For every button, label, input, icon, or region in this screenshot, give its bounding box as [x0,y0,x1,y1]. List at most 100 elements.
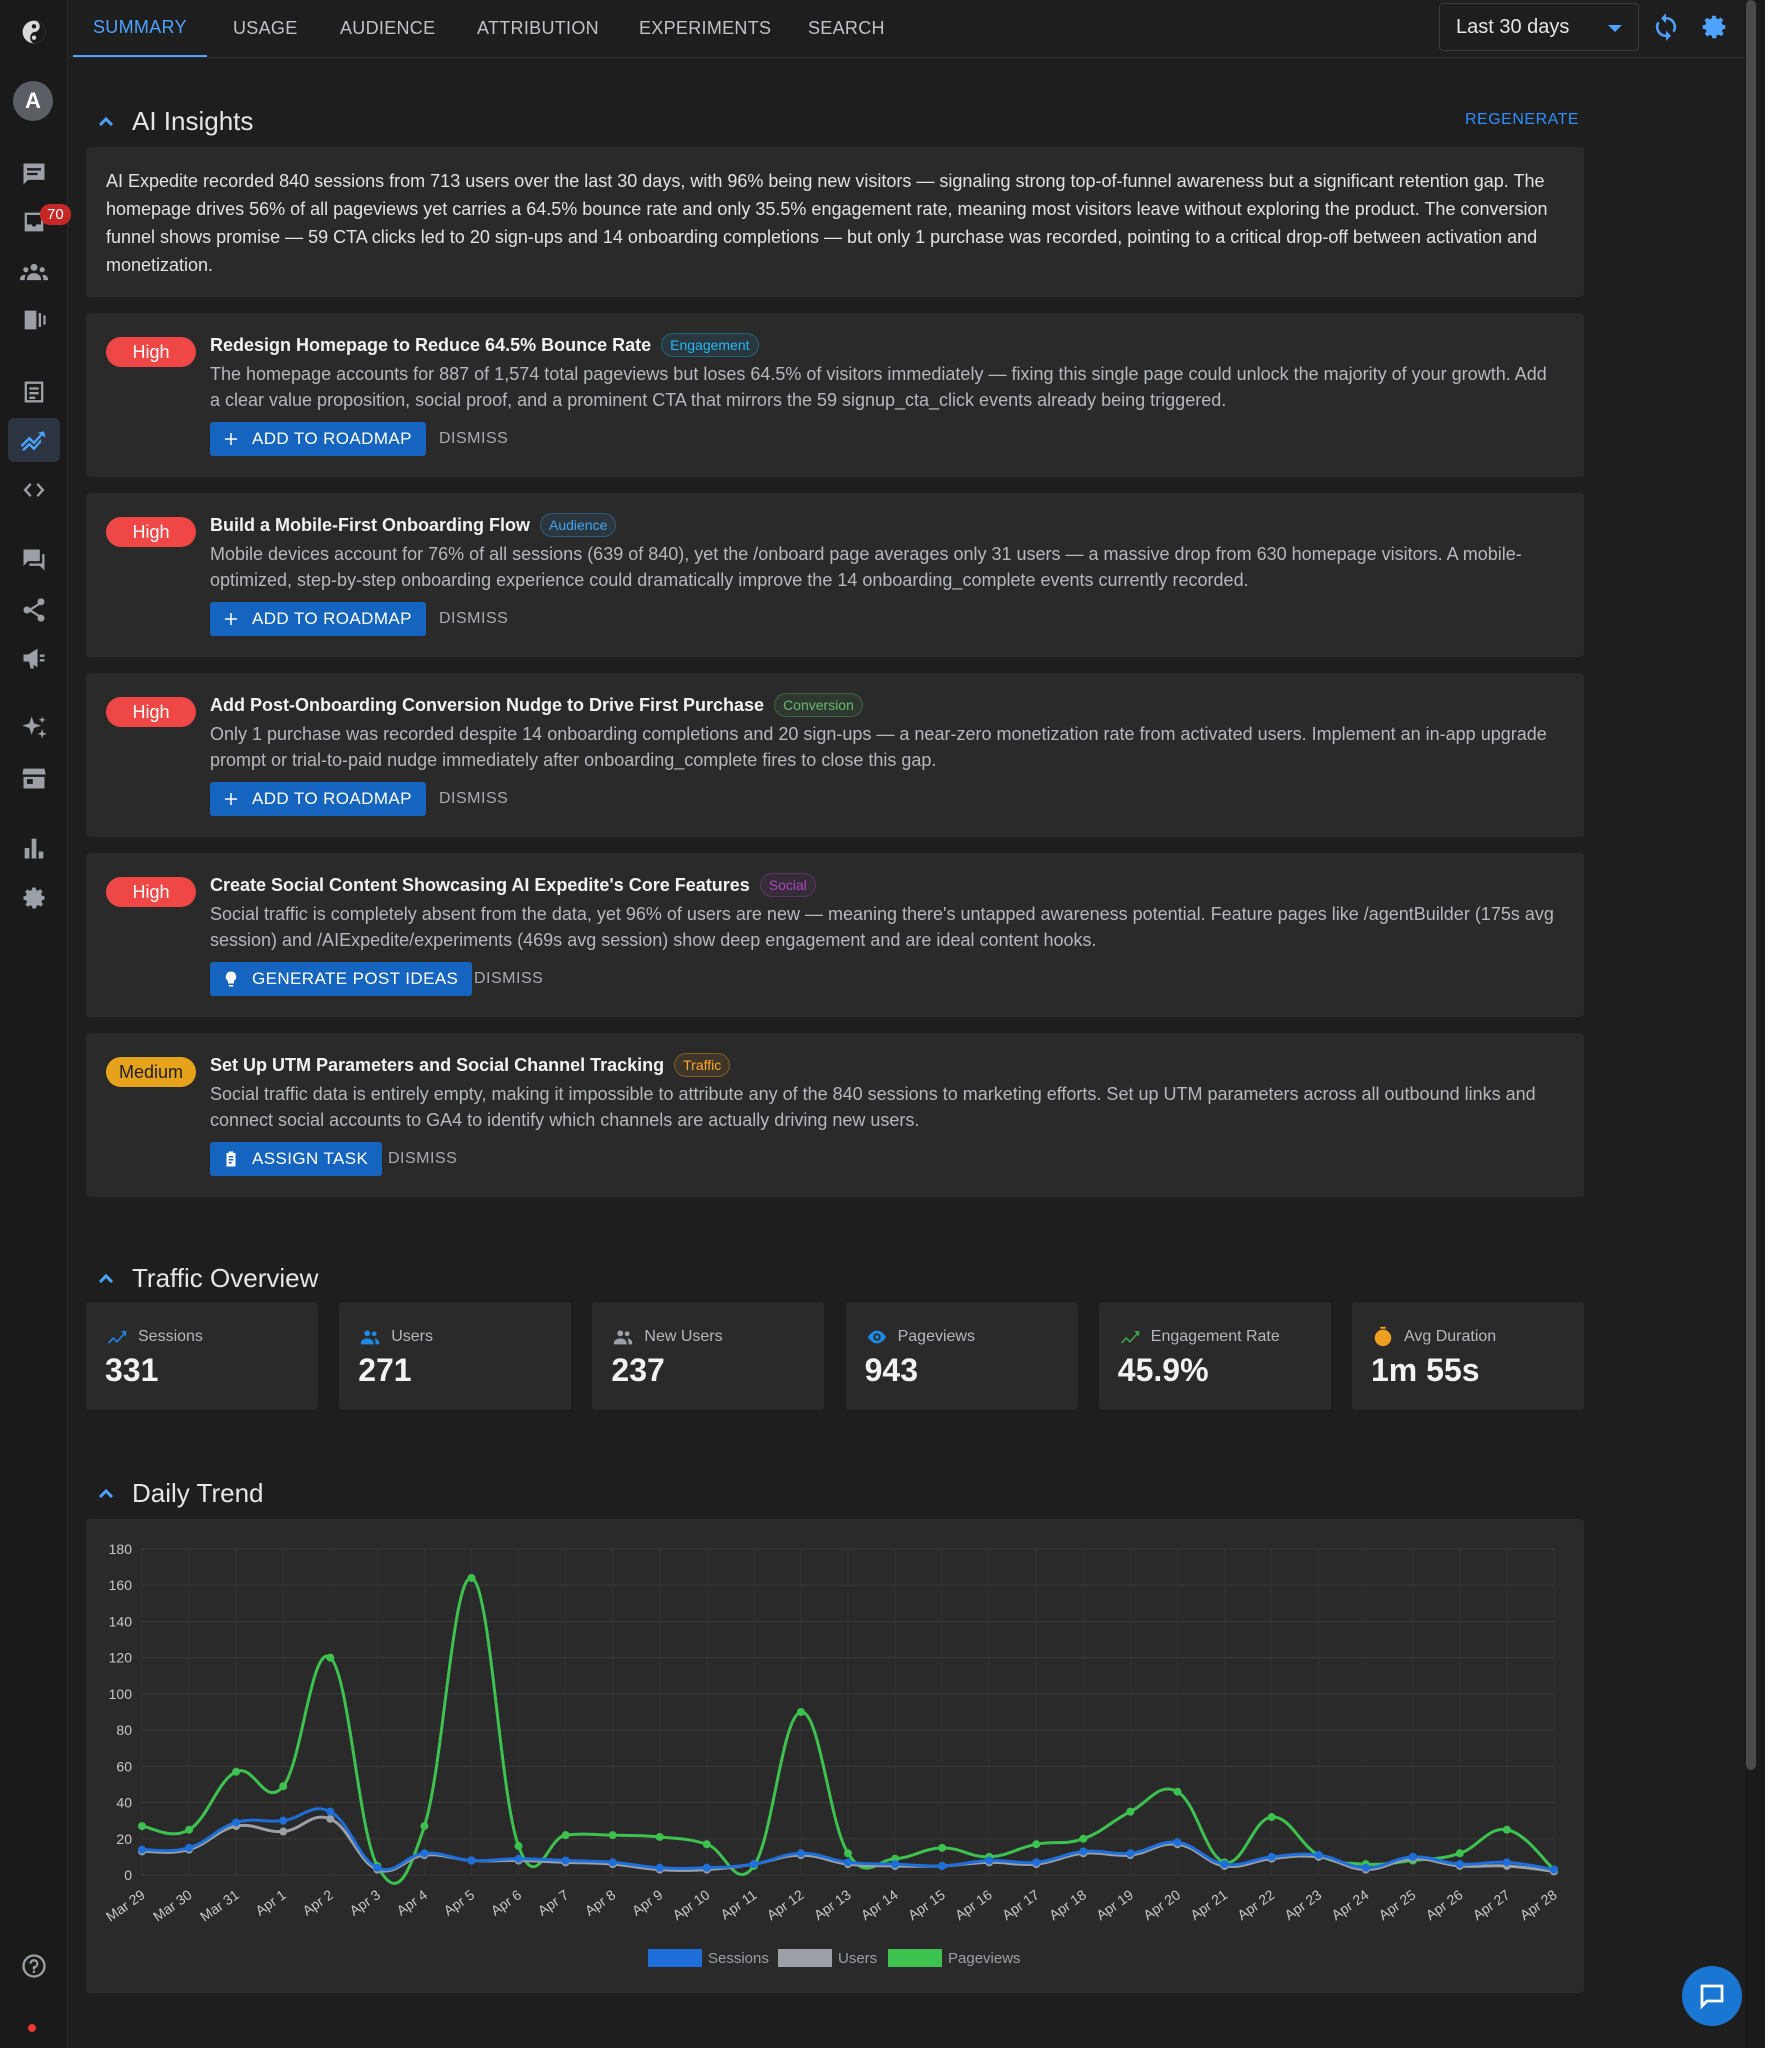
insight-action-button[interactable]: ADD TO ROADMAP [210,602,426,636]
sidebar-item-people[interactable] [8,250,60,294]
chat-button[interactable] [1682,1966,1742,2026]
data-point-pageviews [796,1708,805,1716]
chevron-up-icon[interactable] [96,112,116,132]
sidebar-item-campaigns[interactable] [8,636,60,680]
insight-action-label: ADD TO ROADMAP [252,429,412,448]
priority-badge: High [106,697,196,727]
regenerate-button[interactable]: REGENERATE [1465,111,1580,128]
sidebar-item-help[interactable] [8,1944,60,1988]
clipboard-icon [226,1151,236,1167]
refresh-button[interactable] [1651,12,1681,42]
dismiss-button[interactable]: DISMISS [439,790,509,807]
data-point-sessions [1267,1852,1276,1861]
insight-action-button[interactable]: ASSIGN TASK [210,1142,383,1176]
dismiss-button[interactable]: DISMISS [388,1150,458,1167]
y-tick-label: 120 [109,1650,133,1666]
sidebar-item-code[interactable] [8,468,60,512]
date-range-select[interactable]: Last 30 days [1439,3,1639,51]
trending-up-icon [107,1331,127,1344]
insight-title: Set Up UTM Parameters and Social Channel… [210,1053,731,1077]
traffic-overview-header[interactable]: Traffic Overview [96,1263,318,1294]
x-tick-label: Apr 5 [441,1886,478,1918]
stat-value: 331 [105,1352,159,1388]
insight-action-button[interactable]: GENERATE POST IDEAS [210,962,473,996]
data-point-pageviews [232,1767,241,1776]
sidebar-item-inbox[interactable]: 70 [8,200,71,244]
x-tick-label: Apr 24 [1328,1886,1371,1923]
tab-usage[interactable]: USAGE [233,18,298,38]
data-point-sessions [608,1858,617,1867]
sidebar-item-reports[interactable] [8,370,60,414]
priority-badge: Medium [106,1057,196,1087]
tab-search[interactable]: SEARCH [808,18,885,38]
scrollbar-thumb[interactable] [1746,0,1756,1770]
priority-badge: High [106,877,196,907]
insight-title: Create Social Content Showcasing AI Expe… [210,873,816,897]
sidebar-item-chat[interactable] [8,538,60,582]
data-point-sessions [1079,1847,1088,1856]
plus-icon [225,613,237,625]
dismiss-button[interactable]: DISMISS [439,430,509,447]
chevron-up-icon[interactable] [96,1484,116,1504]
sidebar-item-ai[interactable] [8,706,60,750]
stat-label-text: Sessions [138,1328,203,1345]
stat-value: 943 [864,1352,918,1388]
x-tick-label: Apr 18 [1046,1886,1089,1923]
y-tick-label: 180 [109,1541,133,1557]
data-point-pageviews [1502,1825,1511,1834]
data-point-users [326,1814,335,1823]
tab-experiments[interactable]: EXPERIMENTS [639,18,772,38]
sidebar-item-settings[interactable] [8,876,60,920]
insight-action-button[interactable]: ADD TO ROADMAP [210,782,426,816]
sidebar-item-share[interactable] [8,588,60,632]
x-tick-label: Apr 23 [1281,1886,1324,1923]
sidebar-item-library[interactable] [8,298,60,342]
x-tick-label: Apr 14 [858,1886,901,1923]
stat-value: 271 [358,1352,412,1388]
insight-action-label: ASSIGN TASK [252,1149,369,1168]
insight-action-button[interactable]: ADD TO ROADMAP [210,422,426,456]
legend-swatch-sessions [648,1949,702,1967]
sidebar-item-charts[interactable] [8,826,60,870]
dismiss-button[interactable]: DISMISS [474,970,544,987]
caret-down-icon [1608,25,1622,32]
app-logo-icon[interactable] [8,10,60,54]
x-tick-label: Apr 12 [764,1886,807,1923]
tab-audience[interactable]: AUDIENCE [340,18,436,38]
dismiss-button[interactable]: DISMISS [439,610,509,627]
stat-label: Sessions [106,1326,203,1348]
chevron-up-icon[interactable] [96,1269,116,1289]
data-point-sessions [985,1856,994,1865]
data-point-users [279,1827,288,1836]
ai-insights-header[interactable]: AI Insights [96,106,253,137]
stat-label: Avg Duration [1372,1326,1496,1348]
data-point-sessions [1032,1858,1041,1867]
avatar[interactable]: A [13,81,53,121]
x-tick-label: Apr 3 [346,1886,383,1918]
y-tick-label: 60 [116,1758,132,1774]
daily-trend-header[interactable]: Daily Trend [96,1478,264,1509]
tab-attribution[interactable]: ATTRIBUTION [477,18,599,38]
sidebar-item-analytics[interactable] [8,418,60,462]
x-tick-label: Apr 25 [1376,1886,1419,1923]
data-point-pageviews [1173,1787,1182,1796]
users-icon [361,1330,380,1345]
x-tick-label: Apr 27 [1470,1886,1513,1923]
stat-card: Avg Duration 1m 55s [1352,1302,1584,1410]
timer-icon [1374,1326,1392,1347]
insight-card: High Build a Mobile-First Onboarding Flow… [86,493,1584,657]
y-tick-label: 40 [116,1795,132,1811]
data-point-sessions [796,1849,805,1858]
settings-button[interactable] [1699,12,1729,42]
data-point-pageviews [467,1573,476,1582]
data-point-sessions [938,1861,947,1870]
data-point-pageviews [1126,1807,1135,1816]
sidebar-item-messages[interactable] [8,152,60,196]
insight-body: Social traffic is completely absent from… [210,904,1554,950]
traffic-overview-title: Traffic Overview [132,1263,319,1293]
x-tick-label: Apr 10 [670,1886,713,1923]
sidebar-item-store[interactable] [8,756,60,800]
stat-label-text: New Users [644,1328,723,1345]
x-tick-label: Apr 20 [1140,1886,1183,1923]
tab-summary[interactable]: SUMMARY [73,0,207,57]
